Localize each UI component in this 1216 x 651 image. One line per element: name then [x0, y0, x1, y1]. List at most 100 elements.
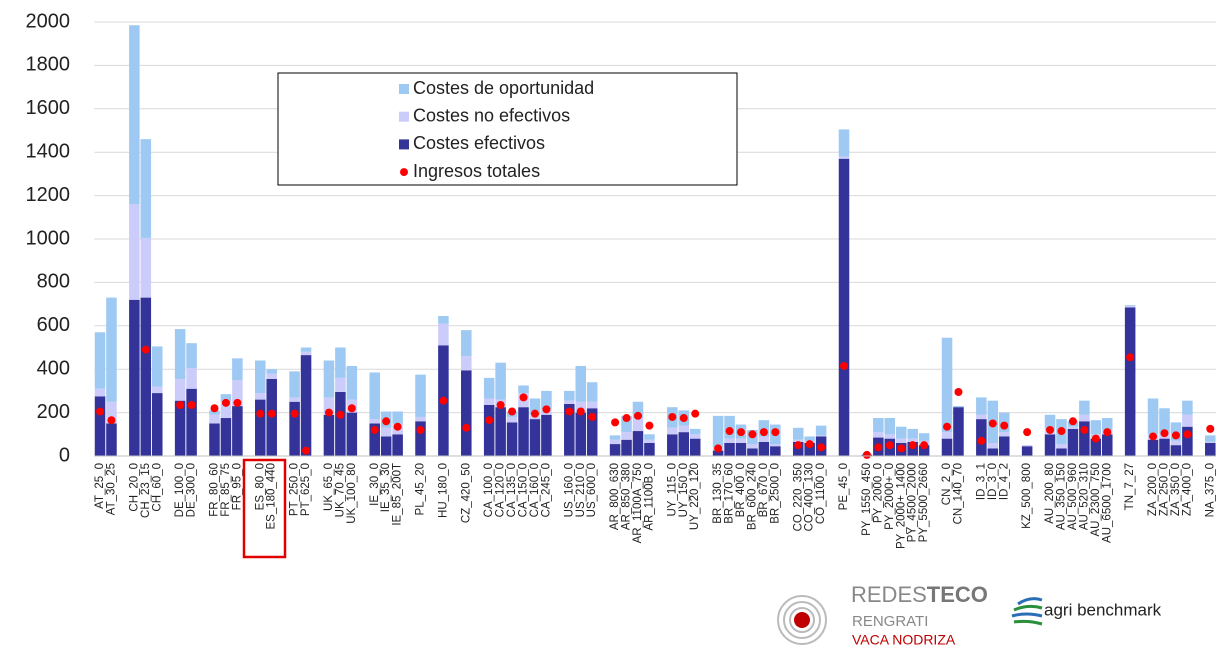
bar-segment [564, 391, 575, 401]
revenue-dot [1069, 417, 1077, 425]
revenue-dot [748, 430, 756, 438]
x-tick-label: BR_170_60 [724, 463, 736, 524]
bar-segment [1068, 427, 1079, 429]
x-tick-label: ZA_400_0 [1181, 463, 1193, 516]
x-tick-label: ES_180_440 [266, 463, 278, 530]
bar-segment [1125, 305, 1136, 306]
x-tick-label: UY_150_0 [678, 463, 690, 517]
revenue-dot [634, 412, 642, 420]
bar-segment [301, 348, 312, 352]
revenue-dot [645, 422, 653, 430]
revenue-dot [874, 443, 882, 451]
x-tick-label: CN_2_0 [941, 463, 953, 505]
bar-segment [1068, 429, 1079, 456]
x-tick-label: DE_300_0 [186, 463, 198, 517]
bar-segment [1125, 307, 1136, 456]
bar-segment [988, 448, 999, 456]
revenue-dot [943, 423, 951, 431]
x-tick-label: US_600_0 [586, 463, 598, 517]
bar-segment [186, 389, 197, 456]
y-tick-label: 1800 [26, 54, 71, 76]
logo-wave [1012, 614, 1042, 616]
revenue-dot [1206, 425, 1214, 433]
x-tick-label: PL_45_20 [415, 463, 427, 515]
bar-segment [369, 372, 380, 419]
bar-segment [690, 429, 701, 434]
legend-marker [399, 84, 409, 94]
bar-segment [484, 378, 495, 399]
bar-segment [736, 439, 747, 443]
x-tick-label: US_160_0 [563, 463, 575, 517]
bar-segment [907, 429, 918, 439]
bar-segment [678, 426, 689, 433]
revenue-dot [611, 418, 619, 426]
legend-marker [399, 139, 409, 149]
x-tick-label: PY_5500_2660 [918, 463, 930, 542]
revenue-dot [1103, 428, 1111, 436]
revenue-dot [302, 447, 310, 455]
revenue-dot [233, 399, 241, 407]
x-tick-label: CA_245_0 [540, 463, 552, 517]
bar-segment [633, 431, 644, 456]
bar-segment [1079, 415, 1090, 422]
bar-segment [690, 439, 701, 456]
x-tick-label: IE_30_0 [369, 463, 381, 506]
bar-segment [461, 330, 472, 356]
bar-segment [976, 397, 987, 414]
revenue-dot [1057, 427, 1065, 435]
revenue-dot [268, 410, 276, 418]
bar-segment [518, 385, 529, 393]
x-tick-label: CA_150_0 [518, 463, 530, 517]
bar-segment [942, 432, 953, 439]
bar-segment [1091, 420, 1102, 434]
bar-segment [770, 444, 781, 446]
x-tick-label: UK_65_0 [323, 463, 335, 511]
x-tick-label: UK_70_45 [334, 463, 346, 517]
bar-segment [484, 405, 495, 456]
revenue-dot [977, 437, 985, 445]
revenue-dot [954, 388, 962, 396]
bar-segment [1022, 446, 1033, 456]
revenue-dot [256, 410, 264, 418]
x-tick-label: TN_7_27 [1124, 463, 1136, 510]
bar-segment [667, 428, 678, 435]
bar-segment [335, 378, 346, 392]
bar-segment [896, 439, 907, 443]
revenue-dot [1046, 426, 1054, 434]
x-tick-label: ZA_250_0 [1159, 463, 1171, 516]
bar-segment [1205, 435, 1216, 442]
revenue-dot [96, 408, 104, 416]
x-tick-label: ES_80_0 [254, 463, 266, 510]
bar-segment [644, 434, 655, 439]
revenue-dot [565, 408, 573, 416]
bar-segment [335, 348, 346, 378]
legend-marker [399, 112, 409, 122]
x-tick-label: CN_140_70 [952, 463, 964, 524]
x-tick-label: CA_120_0 [495, 463, 507, 517]
bar-segment [759, 436, 770, 441]
bar-segment [266, 369, 277, 373]
bar-segment [152, 346, 163, 386]
bar-segment [1148, 440, 1159, 456]
x-tick-label: UY_220_120 [689, 463, 701, 530]
bar-segment [621, 440, 632, 456]
bar-segment [347, 366, 358, 400]
x-tick-label: FR_95_0 [231, 463, 243, 510]
bar-segment [152, 387, 163, 394]
bar-segment [1045, 434, 1056, 456]
bar-segment [541, 415, 552, 456]
revenue-dot [989, 419, 997, 427]
revenue-dot [1000, 422, 1008, 430]
x-tick-label: PE_45_0 [838, 463, 850, 510]
bar-segment [564, 401, 575, 404]
bar-segment [129, 25, 140, 204]
x-tick-label: FR_85_75 [220, 463, 232, 517]
x-tick-label: CA_100_0 [483, 463, 495, 517]
x-tick-label: KZ_500_800 [1021, 463, 1033, 529]
bar-segment [289, 397, 300, 401]
revenue-dot [886, 441, 894, 449]
x-tick-label: UK_100_80 [346, 463, 358, 524]
bar-segment [1079, 401, 1090, 415]
